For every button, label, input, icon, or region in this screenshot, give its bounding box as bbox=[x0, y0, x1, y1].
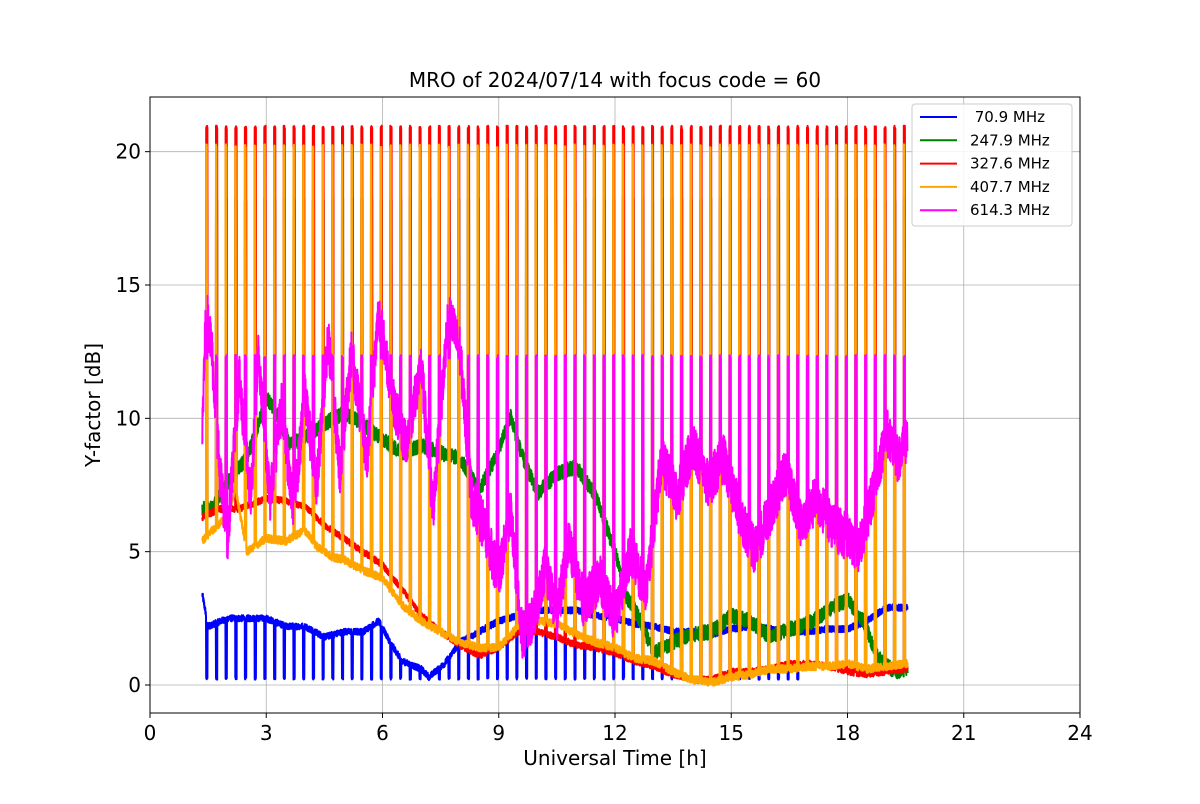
legend-label: 407.7 MHz bbox=[970, 178, 1050, 196]
x-tick-label: 15 bbox=[719, 721, 744, 745]
x-tick-label: 9 bbox=[492, 721, 505, 745]
legend-label: 614.3 MHz bbox=[970, 201, 1050, 219]
x-tick-label: 0 bbox=[144, 721, 157, 745]
y-tick-label: 20 bbox=[116, 140, 141, 164]
x-tick-label: 6 bbox=[376, 721, 389, 745]
x-axis-title: Universal Time [h] bbox=[523, 746, 706, 770]
legend-label: 327.6 MHz bbox=[970, 155, 1050, 173]
y-axis-title: Y-factor [dB] bbox=[81, 343, 105, 468]
legend: 70.9 MHz 247.9 MHz 327.6 MHz 407.7 MHz 614.3… bbox=[911, 103, 1073, 227]
ticks-layer: 0 3 6 9 12 15 18 21 24 0 5 10 15 20 bbox=[116, 140, 1093, 745]
x-tick-label: 18 bbox=[835, 721, 860, 745]
x-tick-label: 12 bbox=[602, 721, 627, 745]
series-line bbox=[201, 143, 909, 687]
x-tick-label: 3 bbox=[260, 721, 273, 745]
y-tick-label: 5 bbox=[128, 540, 141, 564]
series-line bbox=[201, 294, 909, 659]
legend-label: 70.9 MHz bbox=[970, 108, 1045, 126]
series-line bbox=[201, 124, 909, 684]
y-tick-label: 15 bbox=[116, 273, 141, 297]
legend-box bbox=[911, 103, 1073, 227]
chart-title: MRO of 2024/07/14 with focus code = 60 bbox=[409, 68, 821, 92]
legend-label: 247.9 MHz bbox=[970, 131, 1050, 149]
x-tick-label: 21 bbox=[951, 721, 976, 745]
x-tick-label: 24 bbox=[1067, 721, 1092, 745]
y-tick-label: 10 bbox=[116, 406, 141, 430]
series-layer bbox=[201, 124, 909, 687]
y-tick-label: 0 bbox=[128, 673, 141, 697]
